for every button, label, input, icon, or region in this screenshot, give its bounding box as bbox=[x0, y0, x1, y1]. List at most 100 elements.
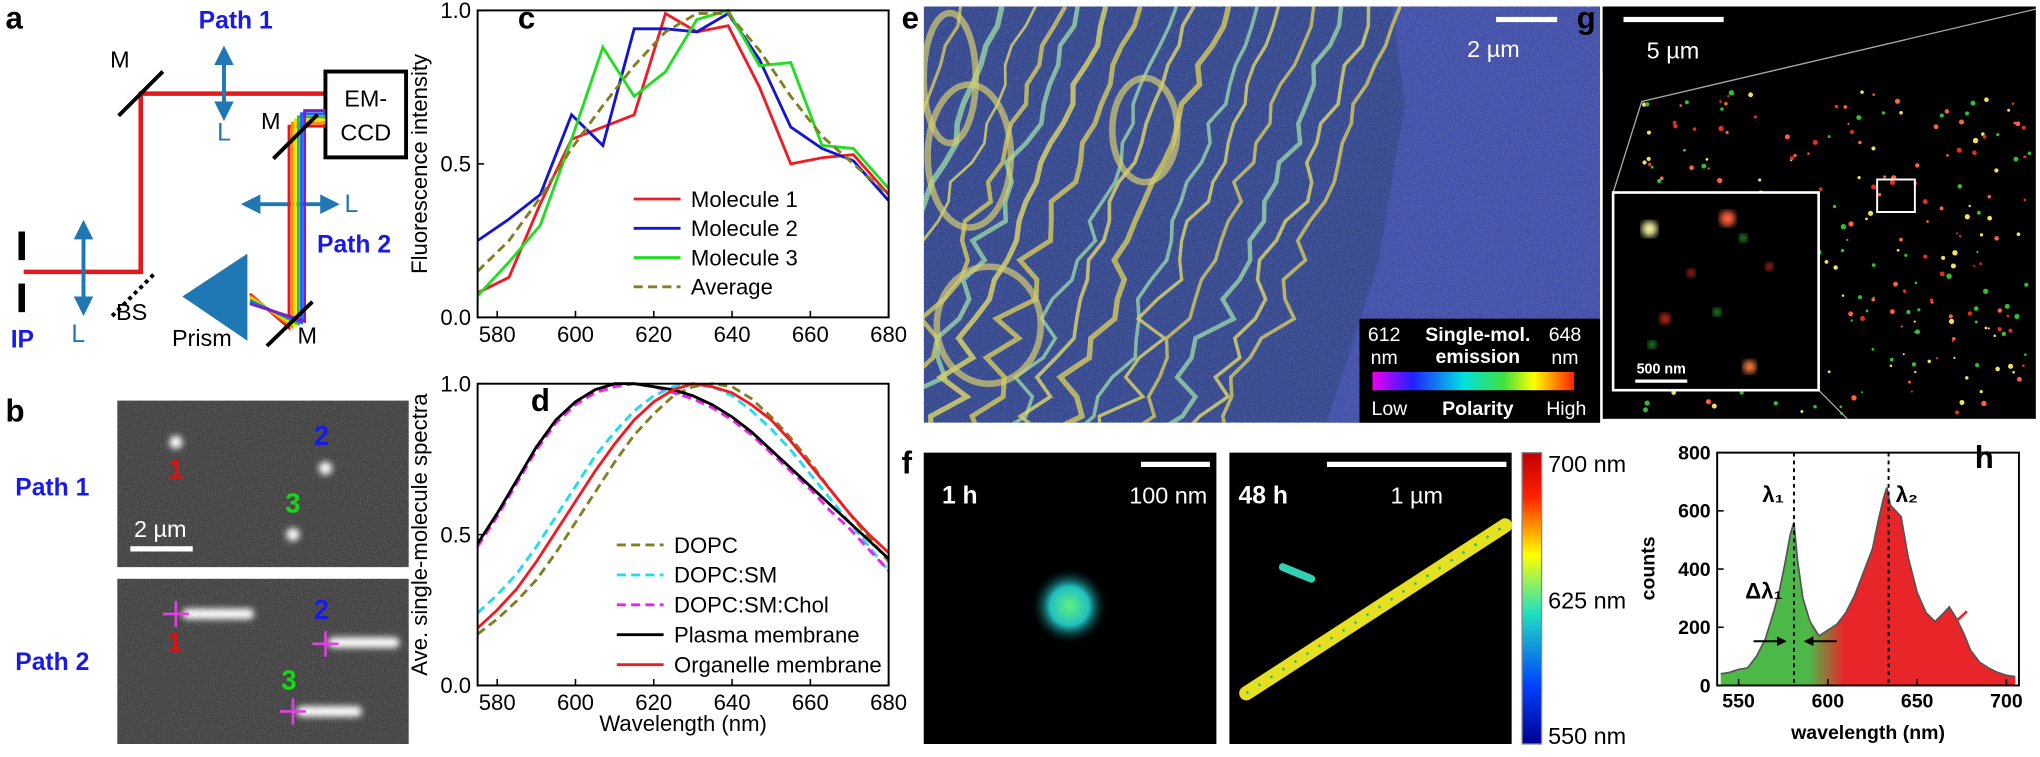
dot bbox=[1867, 210, 1874, 216]
crosses bbox=[162, 600, 339, 725]
dot bbox=[1824, 260, 1829, 264]
panel-label: e bbox=[902, 1, 919, 36]
dot bbox=[1642, 407, 1648, 413]
dot bbox=[1972, 150, 1977, 156]
dot bbox=[1827, 135, 1831, 139]
prism-label: Prism bbox=[172, 325, 232, 351]
colorbar-label: 625 nm bbox=[1548, 588, 1626, 614]
line-series bbox=[476, 382, 890, 572]
dot bbox=[1939, 113, 1944, 118]
colorbar-axis: Polarity bbox=[1442, 398, 1514, 420]
dot bbox=[1720, 107, 1724, 111]
dot bbox=[1944, 109, 1950, 114]
dot bbox=[1813, 404, 1817, 409]
dot bbox=[1956, 147, 1962, 153]
colorbar-label: Low bbox=[1372, 398, 1409, 420]
dot bbox=[1914, 281, 1918, 285]
dot bbox=[1692, 127, 1697, 131]
dot bbox=[1713, 308, 1722, 317]
dot bbox=[1987, 215, 1993, 221]
dot bbox=[1847, 122, 1850, 125]
time-label: 48 h bbox=[1239, 482, 1288, 509]
lens-label: L bbox=[71, 321, 85, 348]
dot bbox=[1871, 263, 1876, 267]
dot bbox=[1984, 326, 1988, 330]
panel-label: c bbox=[518, 1, 535, 36]
dot bbox=[1926, 220, 1929, 223]
dot bbox=[1673, 123, 1678, 129]
dot bbox=[1701, 163, 1707, 169]
legend-label: DOPC:SM bbox=[674, 563, 777, 588]
detector-label: CCD bbox=[340, 119, 391, 145]
dot bbox=[2013, 156, 2019, 162]
dot bbox=[1871, 348, 1875, 351]
legend-label: Plasma membrane bbox=[674, 623, 860, 648]
dot bbox=[1739, 234, 1748, 242]
dot bbox=[1982, 135, 1987, 139]
dot bbox=[1914, 370, 1917, 374]
dot bbox=[1843, 105, 1848, 109]
y-tick-label: 200 bbox=[1678, 617, 1711, 639]
dot bbox=[2001, 331, 2007, 337]
dot bbox=[1848, 311, 1854, 317]
mirror bbox=[272, 113, 320, 161]
dot bbox=[1973, 139, 1977, 143]
dot bbox=[1967, 311, 1973, 316]
panel-label: h bbox=[1975, 440, 1994, 475]
dot bbox=[1889, 309, 1895, 315]
dot bbox=[1758, 178, 1762, 182]
dot bbox=[2006, 314, 2010, 318]
dot bbox=[1929, 298, 1934, 302]
x-tick-label: 640 bbox=[714, 690, 751, 715]
path-label: Path 2 bbox=[317, 231, 391, 258]
x-tick-label: 640 bbox=[714, 322, 751, 347]
dot bbox=[1858, 140, 1862, 145]
dot bbox=[2023, 155, 2027, 159]
y-tick-label: 0.5 bbox=[440, 152, 471, 177]
dot bbox=[1910, 390, 1913, 393]
line-series bbox=[476, 11, 890, 242]
dot bbox=[1917, 308, 1921, 312]
dot bbox=[1902, 289, 1907, 293]
lens-label: L bbox=[217, 119, 231, 146]
dot bbox=[1933, 124, 1939, 130]
dot bbox=[1957, 184, 1963, 189]
scale-label: 2 µm bbox=[1467, 36, 1520, 62]
image-plane bbox=[18, 231, 25, 261]
line-series bbox=[476, 12, 890, 273]
colorbar-label: High bbox=[1546, 398, 1586, 420]
dot bbox=[1939, 271, 1945, 277]
dot bbox=[1872, 93, 1875, 96]
dot bbox=[1979, 389, 1983, 394]
dot bbox=[1846, 238, 1849, 241]
dot bbox=[1952, 250, 1958, 256]
dot bbox=[1812, 139, 1818, 145]
dot bbox=[2014, 313, 2020, 320]
molecule-label: 1 bbox=[168, 454, 183, 485]
dot bbox=[1727, 95, 1730, 98]
legend-label: Molecule 1 bbox=[691, 187, 798, 212]
dot bbox=[1848, 221, 1854, 227]
spectral-ray bbox=[249, 124, 326, 331]
spot bbox=[286, 528, 300, 542]
particle bbox=[1278, 563, 1316, 583]
lens-label: L bbox=[345, 191, 359, 218]
dot bbox=[1679, 104, 1683, 107]
mirror bbox=[117, 70, 165, 118]
y-axis-label: counts bbox=[1638, 536, 1660, 600]
dot bbox=[1832, 204, 1837, 209]
dot bbox=[1851, 395, 1857, 401]
scale-label: 2 µm bbox=[134, 516, 187, 542]
dot bbox=[1911, 362, 1917, 367]
dot bbox=[1958, 119, 1965, 125]
dispersed-beam bbox=[249, 109, 326, 331]
y-axis-label: Fluorescence intensity bbox=[407, 53, 432, 274]
y-tick-label: 800 bbox=[1678, 442, 1711, 464]
dot bbox=[1996, 132, 2000, 137]
dot bbox=[1753, 115, 1757, 119]
dot bbox=[1935, 356, 1939, 360]
x-tick-label: 550 bbox=[1722, 691, 1755, 713]
molecule-label: 3 bbox=[281, 664, 296, 695]
marker-label: λ₁ bbox=[1762, 482, 1783, 507]
